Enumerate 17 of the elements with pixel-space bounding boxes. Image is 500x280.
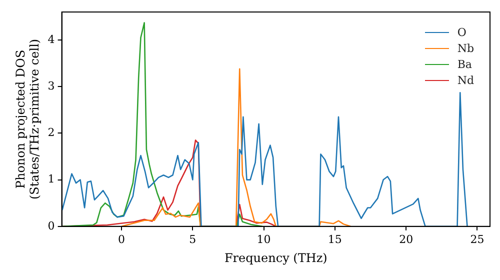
x-axis-title: Frequency (THz)	[224, 250, 328, 265]
x-tick-label: 10	[256, 232, 271, 246]
legend-label: Ba	[457, 58, 472, 70]
legend-label: Nd	[457, 74, 474, 86]
y-axis-title: Phonon projected DOS (States/THz·primitive cell)	[13, 38, 42, 200]
legend-label: O	[457, 26, 466, 38]
y-tick-label: 0	[48, 219, 55, 232]
x-tick-label: 20	[399, 232, 414, 246]
x-tick-label: 25	[470, 232, 484, 246]
y-tick-label: 4	[48, 32, 55, 46]
x-tick-label: 15	[328, 232, 342, 246]
y-tick-label: 1	[48, 172, 55, 186]
y-tick-label: 3	[48, 79, 55, 92]
y-tick-label: 2	[48, 126, 55, 140]
x-tick-label: 5	[189, 232, 196, 246]
legend-label: Nb	[457, 42, 474, 54]
x-tick-label: 0	[118, 232, 126, 246]
